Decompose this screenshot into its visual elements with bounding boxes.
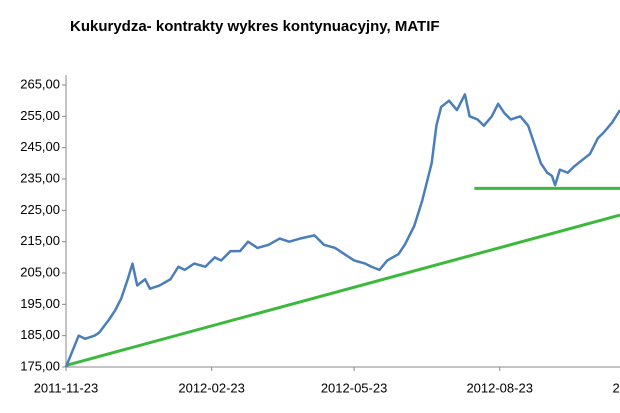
chart-title: Kukurydza- kontrakty wykres kontynuacyjn… bbox=[70, 18, 440, 35]
x-tick-label: 2012-08-23 bbox=[466, 380, 533, 395]
y-tick-label: 175,00 bbox=[20, 358, 60, 373]
y-tick-label: 185,00 bbox=[20, 327, 60, 342]
y-tick-label: 215,00 bbox=[20, 233, 60, 248]
y-tick-label: 195,00 bbox=[20, 296, 60, 311]
y-tick-label: 255,00 bbox=[20, 108, 60, 123]
y-tick-label: 265,00 bbox=[20, 76, 60, 91]
y-tick-label: 225,00 bbox=[20, 202, 60, 217]
x-tick-label: 2012-05-23 bbox=[321, 380, 388, 395]
data-line bbox=[64, 93, 620, 368]
x-tick-label: 2011-11-23 bbox=[34, 380, 99, 395]
trend-line bbox=[65, 213, 620, 367]
y-tick-label: 235,00 bbox=[20, 170, 60, 185]
y-tick-label: 245,00 bbox=[20, 139, 60, 154]
y-tick-label: 205,00 bbox=[20, 264, 60, 279]
x-tick-label: 2012-02-23 bbox=[178, 380, 245, 395]
x-tick-label: 2012-11-23 bbox=[613, 380, 620, 395]
